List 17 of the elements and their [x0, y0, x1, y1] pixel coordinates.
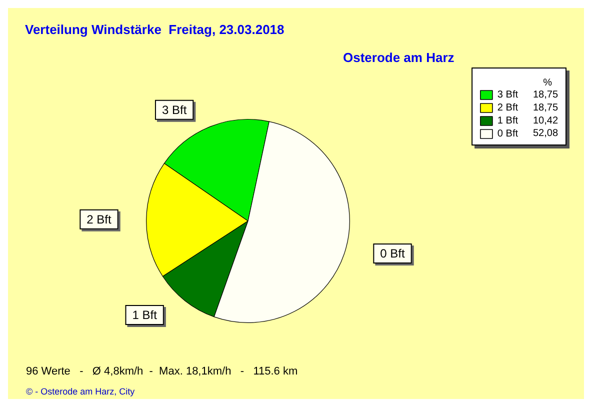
- data-label: 18,75: [532, 90, 558, 100]
- slice-label: 0 Bft: [380, 246, 406, 260]
- slice-label: 1 Bft: [132, 308, 158, 322]
- chart-title: Verteilung Windstärke Freitag, 23.03.2018: [25, 22, 284, 37]
- legend-label: 1 Bft: [497, 116, 518, 126]
- slice-label: 2 Bft: [86, 212, 112, 226]
- legend-title: %: [543, 78, 552, 88]
- legend-label: 2 Bft: [497, 102, 518, 114]
- chart-subtitle: Osterode am Harz: [343, 50, 455, 65]
- legend-label: 0 Bft: [497, 128, 518, 140]
- text: © - Osterode am Harz, City: [26, 386, 136, 396]
- text: 96 Werte - Ø 4,8km/h - Max. 18,1km/h - 115.6 km: [26, 366, 298, 378]
- data-label: 52,08: [532, 128, 558, 140]
- legend-label: 3 Bft: [497, 90, 518, 100]
- slice-label: 3 Bft: [162, 102, 188, 117]
- data-label: 18,75: [532, 102, 558, 114]
- data-label: 10,42: [532, 115, 558, 126]
